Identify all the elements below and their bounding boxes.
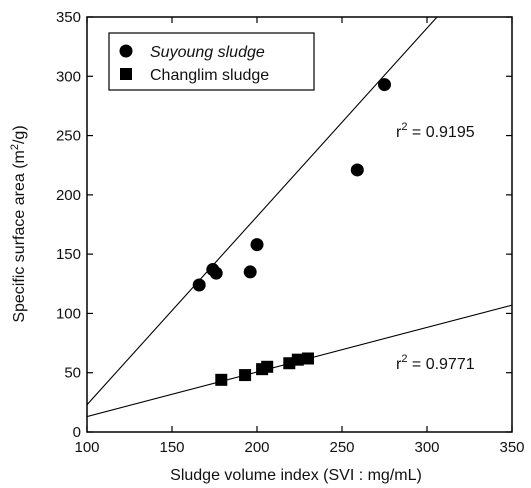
y-axis-title-tail: /g) xyxy=(11,125,28,144)
point-suyoung xyxy=(350,163,364,177)
y-tick-label: 250 xyxy=(56,128,81,145)
x-axis: 100 150 200 250 300 350 xyxy=(74,17,525,456)
y-tick-label: 200 xyxy=(56,187,81,204)
y-tick-label: 350 xyxy=(56,9,81,26)
x-tick-label: 350 xyxy=(499,439,524,456)
y-axis-title: Specific surface area (m2/g) xyxy=(9,125,28,322)
x-tick-label: 300 xyxy=(414,439,439,456)
y-axis-title-main: Specific surface area (m xyxy=(11,150,28,323)
r2-suyoung-value: = 0.9195 xyxy=(407,124,474,141)
data-points xyxy=(192,78,391,386)
x-axis-title: Sludge volume index (SVI : mg/mL) xyxy=(170,467,422,484)
point-changlim xyxy=(215,373,228,386)
y-axis-title-superscript: 2 xyxy=(9,144,21,150)
fit-line-suyoung xyxy=(87,17,438,406)
r2-suyoung-sup: 2 xyxy=(401,121,407,133)
legend-box xyxy=(108,32,315,91)
legend-label-changlim: Changlim sludge xyxy=(150,67,269,84)
x-tick-label: 200 xyxy=(244,439,269,456)
point-suyoung xyxy=(243,265,257,279)
legend-marker-changlim xyxy=(120,68,132,80)
point-suyoung xyxy=(192,278,206,292)
point-suyoung xyxy=(378,78,391,92)
legend: Suyoung sludge Changlim sludge xyxy=(108,32,315,91)
point-changlim xyxy=(239,369,252,382)
x-tick-label: 250 xyxy=(329,439,354,456)
point-changlim xyxy=(291,353,304,366)
y-axis: 0 50 100 150 200 250 300 350 xyxy=(56,9,512,441)
x-tick-label: 150 xyxy=(159,439,184,456)
r2-annotation-changlim: r2 = 0.9771 xyxy=(396,353,475,373)
r2-changlim-value: = 0.9771 xyxy=(407,356,474,373)
point-changlim xyxy=(261,360,274,373)
x-tick-label: 100 xyxy=(74,439,99,456)
r2-changlim-prefix: r xyxy=(396,356,402,373)
point-suyoung xyxy=(250,238,264,252)
point-changlim xyxy=(302,352,314,365)
r2-suyoung-prefix: r xyxy=(396,124,402,141)
legend-marker-suyoung xyxy=(119,44,133,58)
y-tick-label: 300 xyxy=(56,68,81,85)
y-tick-label: 150 xyxy=(56,246,81,263)
y-tick-label: 100 xyxy=(56,305,81,322)
y-tick-label: 50 xyxy=(64,365,81,382)
legend-label-suyoung: Suyoung sludge xyxy=(150,44,265,61)
r2-annotation-suyoung: r2 = 0.9195 xyxy=(396,121,475,141)
y-tick-label: 0 xyxy=(73,424,81,441)
r2-changlim-sup: 2 xyxy=(401,353,407,365)
point-suyoung xyxy=(209,266,223,280)
